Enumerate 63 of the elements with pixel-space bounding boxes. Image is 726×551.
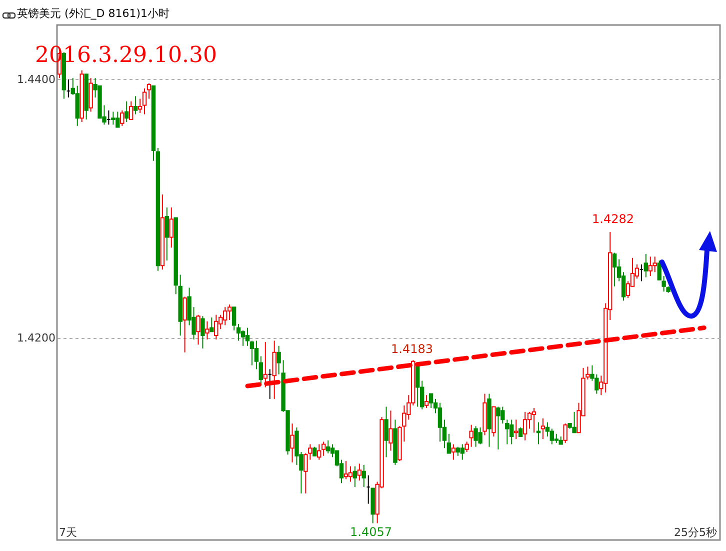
candlestick [362,464,366,488]
annotation: 1.4057 [350,525,392,539]
candlestick [164,206,170,262]
candlestick [236,323,241,342]
candlestick [644,254,648,278]
candlestick [460,444,464,460]
candlestick [146,82,152,100]
candlestick [210,316,214,332]
candlestick [469,424,474,448]
candlestick [133,96,138,115]
candlestick [344,460,348,480]
candlestick [540,418,546,440]
chart-title: 英镑美元 (外汇_D 8161)1小时 [17,7,170,20]
candlestick [545,422,550,437]
candlestick [250,340,254,366]
candlestick [657,260,662,280]
candlestick [128,100,134,120]
candlestick [446,433,452,454]
candlestick [182,296,187,353]
candlestick [317,444,322,460]
candlestick [612,252,617,287]
candlestick [312,446,317,456]
candlestick [532,408,536,434]
candlestick [438,402,442,442]
annotation: 1.4183 [391,342,433,356]
candlestick [326,440,330,454]
candlestick [464,441,469,453]
candlestick [563,423,568,444]
candlestick [522,411,528,441]
candlestick [348,466,353,482]
annotation: 25分5秒 [674,526,717,539]
annotation: 7天 [59,526,77,539]
candlestick [254,340,259,370]
candlestick [321,441,326,456]
candlestick [428,393,434,409]
candlestick [352,466,358,488]
candlestick [214,314,218,340]
candlestick [536,422,541,445]
candlestick [124,100,129,123]
candlestick [652,256,657,273]
candlestick [357,463,362,481]
candlestick [451,444,456,460]
y-tick-label: 1.4200 [17,332,56,345]
y-tick-label: 1.4400 [17,72,56,86]
candlestick [142,88,147,115]
candlestick [514,419,518,440]
candlestick [240,330,246,346]
candlestick [227,304,232,321]
candlestick [384,406,388,458]
candlestick [200,316,205,349]
candlestick [138,98,142,114]
candlestick [120,110,124,126]
candlestick [290,423,294,463]
candlestick [205,320,210,340]
candlestick [245,327,250,346]
candlestick [424,394,429,409]
candlestick [518,426,523,437]
candlestick [388,410,393,452]
annotation: 1.4282 [592,212,634,226]
candlestick [169,206,174,248]
candlestick [258,356,264,386]
candlestick [196,314,200,346]
candlestick [232,306,236,331]
